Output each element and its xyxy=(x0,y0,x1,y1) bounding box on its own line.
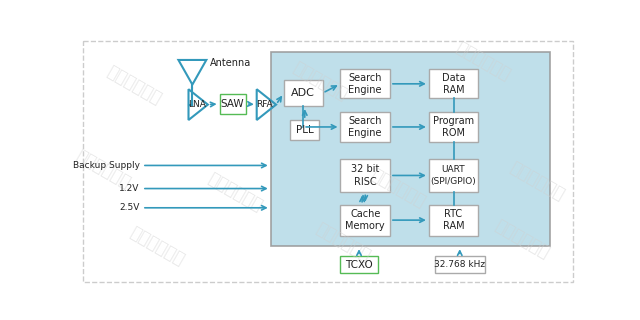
Text: 无锡珹芯电子: 无锡珹芯电子 xyxy=(205,170,266,215)
Bar xyxy=(271,52,550,246)
Text: Cache
Memory: Cache Memory xyxy=(346,209,385,231)
Text: Search
Engine: Search Engine xyxy=(348,116,382,138)
Text: 无锡珹芯电子: 无锡珹芯电子 xyxy=(290,58,351,104)
Text: 无锡珹芯电子: 无锡珹芯电子 xyxy=(104,62,164,108)
Text: RTC
RAM: RTC RAM xyxy=(443,209,465,231)
Text: TCXO: TCXO xyxy=(345,260,373,270)
Text: 无锡珹芯电子: 无锡珹芯电子 xyxy=(127,223,188,269)
Bar xyxy=(340,158,390,192)
Text: Antenna: Antenna xyxy=(210,58,252,68)
Bar xyxy=(340,69,390,99)
Text: 无锡珹芯电子: 无锡珹芯电子 xyxy=(452,39,513,84)
Text: Search
Engine: Search Engine xyxy=(348,73,382,95)
Text: 无锡珹芯电子: 无锡珹芯电子 xyxy=(313,220,374,265)
Text: 无锡珹芯电子: 无锡珹芯电子 xyxy=(507,158,568,204)
Bar xyxy=(340,256,378,273)
Bar xyxy=(429,69,478,99)
Text: 32.768 kHz: 32.768 kHz xyxy=(434,260,485,269)
Bar xyxy=(340,112,390,141)
Text: ADC: ADC xyxy=(291,88,315,98)
Text: UART
(SPI/GPIO): UART (SPI/GPIO) xyxy=(431,165,476,186)
Text: PLL: PLL xyxy=(296,125,314,135)
Text: Program
ROM: Program ROM xyxy=(433,116,474,138)
Text: LNA: LNA xyxy=(188,100,205,109)
Bar xyxy=(429,112,478,141)
Text: Backup Supply: Backup Supply xyxy=(73,161,140,170)
Text: 32 bit
RISC: 32 bit RISC xyxy=(351,164,380,187)
Text: SAW: SAW xyxy=(221,99,244,109)
Bar xyxy=(220,94,246,114)
Bar xyxy=(429,158,478,192)
Bar xyxy=(435,256,484,273)
Text: 无锡珹芯电子: 无锡珹芯电子 xyxy=(73,147,134,192)
Text: RFA: RFA xyxy=(257,100,273,109)
Text: 2.5V: 2.5V xyxy=(119,203,140,212)
Bar xyxy=(429,205,478,236)
Text: 无锡珹芯电子: 无锡珹芯电子 xyxy=(492,216,552,261)
Bar xyxy=(290,120,319,140)
Text: 无锡珹芯电子: 无锡珹芯电子 xyxy=(367,166,428,211)
Text: Data
RAM: Data RAM xyxy=(442,73,465,95)
Bar xyxy=(340,205,390,236)
Text: 1.2V: 1.2V xyxy=(119,184,140,193)
Bar xyxy=(284,80,323,106)
